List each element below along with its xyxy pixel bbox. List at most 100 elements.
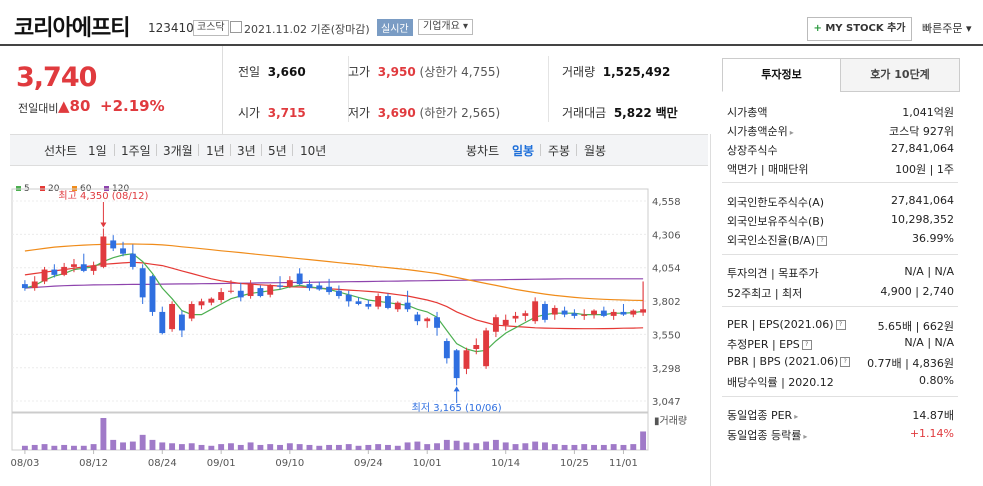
change-percent: +2.19% — [100, 97, 165, 115]
help-icon[interactable]: ? — [840, 357, 851, 367]
volume-bar — [110, 439, 117, 450]
ma60-line — [24, 243, 644, 302]
volume-bar — [463, 442, 470, 450]
candle-body — [71, 264, 77, 267]
dividend-label: 배당수익률 | 2020.12 — [727, 376, 834, 389]
volume-bar — [571, 444, 578, 450]
candle-body — [306, 284, 313, 289]
volume-label: ▮거래량 — [654, 415, 687, 427]
est-per-label: 추정PER | EPS? — [727, 336, 812, 352]
candle-body — [169, 303, 176, 330]
stock-chart[interactable]: 4,558 4,306 4,054 3,802 3,550 3,298 3,047 ▮거래량 0… — [0, 176, 710, 486]
period-3y[interactable]: 3년 — [237, 144, 256, 158]
volume-bar — [100, 418, 107, 450]
volume-bar — [453, 440, 460, 450]
period-monthly[interactable]: 월봉 — [584, 144, 607, 158]
volume-bar — [512, 444, 519, 450]
quote-divider — [348, 56, 349, 122]
plus-icon: + — [813, 23, 822, 34]
tab-order-book[interactable]: 호가 10단계 — [840, 58, 960, 92]
market-cap-rank-label[interactable]: 시가총액순위 ▸ — [727, 125, 794, 138]
period-10y[interactable]: 10년 — [300, 144, 327, 158]
candle-body — [31, 281, 38, 289]
price-box — [0, 46, 223, 134]
candle-body — [129, 253, 136, 267]
tab-invest-info[interactable]: 투자정보 — [722, 58, 841, 92]
period-1w[interactable]: 1주일 — [121, 144, 151, 158]
candle-body — [120, 248, 126, 254]
candle-body — [51, 269, 58, 275]
help-icon[interactable]: ? — [817, 236, 828, 246]
period-3m[interactable]: 3개월 — [163, 144, 193, 158]
period-weekly[interactable]: 주봉 — [548, 144, 571, 158]
candle-body — [581, 314, 588, 316]
candle-body — [149, 276, 156, 312]
period-separator — [540, 144, 541, 156]
opinion-label: 투자의견 | 목표주가 — [727, 267, 819, 280]
candle-body — [345, 294, 352, 302]
volume-bar — [61, 444, 68, 450]
quick-order-button[interactable]: 빠른주문 ▾ — [922, 22, 972, 35]
candle-body — [404, 302, 411, 310]
volume-bar — [326, 444, 333, 450]
period-5y[interactable]: 5년 — [268, 144, 287, 158]
market-badge: 코스닥 — [193, 20, 229, 36]
candle-body — [502, 319, 509, 326]
candle-body — [551, 307, 558, 315]
volume-bar — [640, 431, 647, 450]
volume-bar — [532, 441, 539, 450]
x-tick-label: 09/24 — [354, 458, 383, 469]
market-cap-rank-value: 코스닥 927위 — [889, 125, 954, 138]
date-text: 2021.11.02 기준(장마감) — [244, 23, 370, 36]
foreign-limit-value: 27,841,064 — [891, 194, 954, 207]
mystock-add-button[interactable]: + MY STOCK 추가 — [807, 17, 912, 41]
period-separator — [114, 144, 115, 156]
foreign-ratio-value: 36.99% — [912, 232, 954, 245]
calendar-icon — [230, 21, 242, 33]
volume-bar — [385, 444, 391, 450]
company-info-dropdown[interactable]: 기업개요 ▾ — [418, 19, 473, 35]
volume-bar — [375, 444, 382, 450]
volume-bar — [149, 439, 156, 450]
x-tick-label: 11/01 — [609, 458, 638, 469]
volume-bar — [169, 443, 176, 450]
candle-body — [512, 315, 519, 319]
volume-bar — [228, 443, 234, 450]
candle-body — [326, 286, 333, 293]
candle-body — [355, 301, 362, 304]
panel-divider — [710, 134, 711, 486]
x-tick-label: 10/01 — [413, 458, 442, 469]
period-1y[interactable]: 1년 — [206, 144, 225, 158]
period-daily[interactable]: 일봉 — [512, 144, 535, 158]
candle-body — [90, 265, 97, 271]
shares-value: 27,841,064 — [891, 142, 954, 155]
candle-body — [522, 313, 529, 316]
candle-body — [21, 284, 28, 289]
volume-bar — [355, 445, 362, 450]
volume-bar — [267, 444, 274, 450]
candle-body — [394, 302, 401, 310]
market-cap-value: 1,041억원 — [902, 106, 954, 119]
low-arrowhead — [453, 386, 460, 392]
current-price: 3,740 — [16, 62, 97, 93]
period-1d[interactable]: 1일 — [88, 144, 107, 158]
shares-label: 상장주식수 — [727, 144, 778, 157]
sector-change-label[interactable]: 동일업종 등락률 ▸ — [727, 429, 808, 442]
period-separator — [156, 144, 157, 156]
candle-body — [385, 296, 391, 308]
foreign-limit-label: 외국인한도주식수(A) — [727, 196, 825, 209]
volume-bar — [630, 444, 637, 450]
x-tick-label: 09/10 — [275, 458, 304, 469]
help-icon[interactable]: ? — [835, 320, 846, 330]
est-per-value: N/A | N/A — [904, 336, 954, 349]
volume-bar — [80, 445, 87, 450]
volume-bar — [620, 444, 627, 450]
sector-per-label[interactable]: 동일업종 PER ▸ — [727, 409, 799, 422]
candle-body — [247, 284, 254, 297]
candle-body — [41, 269, 48, 282]
help-icon[interactable]: ? — [801, 340, 812, 350]
volume-bar — [591, 444, 597, 450]
realtime-button[interactable]: 실시간 — [377, 19, 413, 36]
period-separator — [292, 144, 293, 156]
candle-body — [542, 303, 548, 320]
